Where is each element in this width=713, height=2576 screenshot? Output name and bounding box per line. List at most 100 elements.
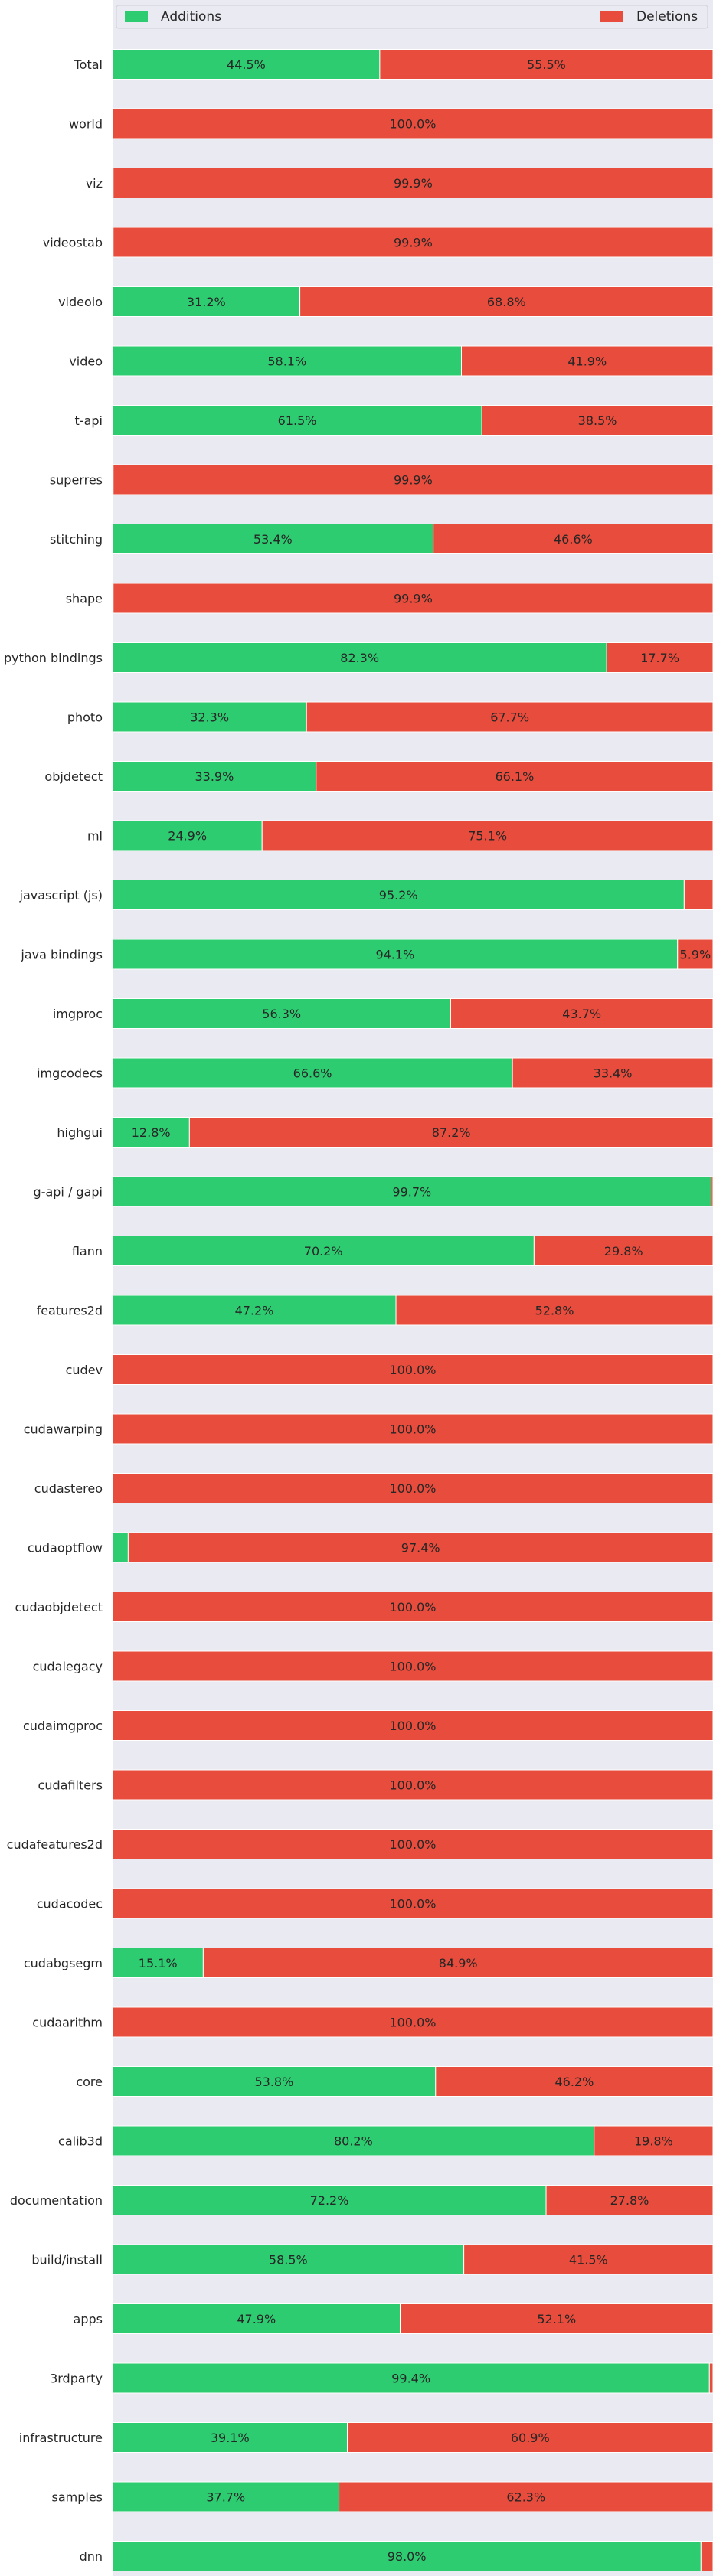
bar-value-label: 32.3% xyxy=(190,710,229,725)
bar-deletions xyxy=(435,2066,713,2097)
bar-value-label: 41.5% xyxy=(569,2253,608,2267)
bar-deletions xyxy=(711,1176,713,1207)
bar-value-label: 62.3% xyxy=(506,2490,545,2505)
category-label: objdetect xyxy=(44,769,103,784)
bar-value-label: 47.2% xyxy=(235,1304,274,1318)
bar-deletions xyxy=(112,1710,713,1741)
bar-deletions xyxy=(316,761,713,792)
category-label: cudastereo xyxy=(34,1481,103,1496)
bar-value-label: 100.0% xyxy=(389,2016,436,2030)
legend-label-additions: Additions xyxy=(161,9,221,24)
bar-additions xyxy=(112,2066,437,2097)
bar-value-label: 41.9% xyxy=(567,354,607,369)
bar-value-label: 100.0% xyxy=(389,1422,436,1437)
bar-value-label: 72.2% xyxy=(310,2193,349,2208)
category-label: apps xyxy=(74,2312,103,2326)
bar-value-label: 99.7% xyxy=(392,1185,431,1200)
bar-deletions xyxy=(481,405,713,436)
category-label: cudalegacy xyxy=(33,1660,103,1674)
category-label: cudacodec xyxy=(37,1897,103,1912)
bar-value-label: 39.1% xyxy=(211,2431,250,2445)
category-label: 3rdparty xyxy=(50,2372,103,2386)
category-label: Total xyxy=(74,57,103,72)
bar-additions xyxy=(112,345,463,377)
category-label: videostab xyxy=(43,236,103,250)
bar-value-label: 24.9% xyxy=(168,829,207,844)
bar-value-label: 95.2% xyxy=(379,888,418,903)
category-label: infrastructure xyxy=(19,2431,103,2445)
category-label: highgui xyxy=(57,1125,103,1140)
bar-value-label: 61.5% xyxy=(278,413,317,428)
bar-value-label: 27.8% xyxy=(610,2193,649,2208)
bar-value-label: 46.6% xyxy=(554,532,593,547)
bar-value-label: 53.4% xyxy=(253,532,293,547)
bar-value-label: 29.8% xyxy=(604,1244,643,1259)
legend-item-deletions[interactable]: Deletions xyxy=(600,9,698,24)
bar-additions xyxy=(112,939,679,970)
bar-value-label: 15.1% xyxy=(139,1956,178,1970)
bar-deletions xyxy=(339,2481,713,2512)
bar-additions xyxy=(112,2185,547,2215)
bar-value-label: 100.0% xyxy=(389,117,436,132)
bar-deletions xyxy=(261,820,713,851)
category-label: cudaimgproc xyxy=(23,1719,103,1733)
category-label: stitching xyxy=(50,532,103,547)
bar-deletions xyxy=(113,583,713,614)
bar-value-label: 84.9% xyxy=(439,1956,478,1970)
bar-additions xyxy=(112,820,263,851)
bar-additions xyxy=(112,880,685,910)
category-label: cudaoptflow xyxy=(28,1541,103,1556)
category-label: cudafeatures2d xyxy=(7,1837,103,1852)
bar-deletions xyxy=(112,1592,713,1622)
category-label: calib3d xyxy=(58,2134,103,2149)
bar-deletions xyxy=(299,286,713,317)
category-label: flann xyxy=(72,1244,103,1259)
bar-deletions xyxy=(112,1829,713,1859)
bar-value-label: 53.8% xyxy=(254,2075,293,2089)
bar-value-label: 100.0% xyxy=(389,1837,436,1852)
category-label: dnn xyxy=(80,2549,103,2564)
bar-value-label: 67.7% xyxy=(490,710,529,725)
bar-additions xyxy=(112,2244,465,2275)
bar-deletions xyxy=(379,49,713,80)
bar-value-label: 31.2% xyxy=(187,295,226,309)
bar-additions xyxy=(112,2362,710,2394)
category-label: java bindings xyxy=(20,948,103,962)
legend-item-additions[interactable]: Additions xyxy=(125,9,221,24)
bar-additions xyxy=(112,642,607,673)
bar-deletions xyxy=(113,168,713,198)
bar-value-label: 87.2% xyxy=(432,1125,471,1140)
bar-value-label: 58.1% xyxy=(267,354,306,369)
bar-value-label: 82.3% xyxy=(340,651,379,665)
bar-deletions xyxy=(700,2541,713,2571)
category-label: core xyxy=(76,2075,103,2089)
bar-deletions xyxy=(113,227,713,258)
category-label: superres xyxy=(50,473,103,488)
bar-deletions xyxy=(594,2125,713,2156)
category-label: cudafilters xyxy=(38,1778,103,1793)
category-label: imgproc xyxy=(53,1007,103,1021)
bar-value-label: 100.0% xyxy=(389,1600,436,1614)
bar-deletions xyxy=(461,345,713,377)
category-label: g-api / gapi xyxy=(34,1185,103,1200)
bar-value-label: 38.5% xyxy=(578,413,617,428)
bar-value-label: 52.1% xyxy=(537,2312,576,2326)
bar-value-label: 99.9% xyxy=(394,176,433,191)
bar-value-label: 100.0% xyxy=(389,1719,436,1733)
bar-value-label: 12.8% xyxy=(132,1125,171,1140)
bar-value-label: 100.0% xyxy=(389,1660,436,1674)
bar-value-label: 99.9% xyxy=(394,592,433,606)
bar-additions xyxy=(112,1948,204,1978)
bar-value-label: 52.8% xyxy=(535,1304,574,1318)
bar-additions xyxy=(112,1117,190,1148)
bar-value-label: 37.7% xyxy=(206,2490,245,2505)
bar-deletions xyxy=(708,2362,713,2394)
bar-value-label: 100.0% xyxy=(389,1481,436,1496)
bar-additions xyxy=(112,2422,348,2453)
category-label: videoio xyxy=(58,295,103,309)
bar-value-label: 19.8% xyxy=(634,2134,673,2149)
category-label: video xyxy=(69,354,103,369)
bar-value-label: 100.0% xyxy=(389,1363,436,1377)
bars-group: 44.5% 55.5% 100.0% 99.9% 99.9% 31.2% 68.8% 58.1… xyxy=(112,49,713,2571)
bar-value-label: 70.2% xyxy=(304,1244,343,1259)
